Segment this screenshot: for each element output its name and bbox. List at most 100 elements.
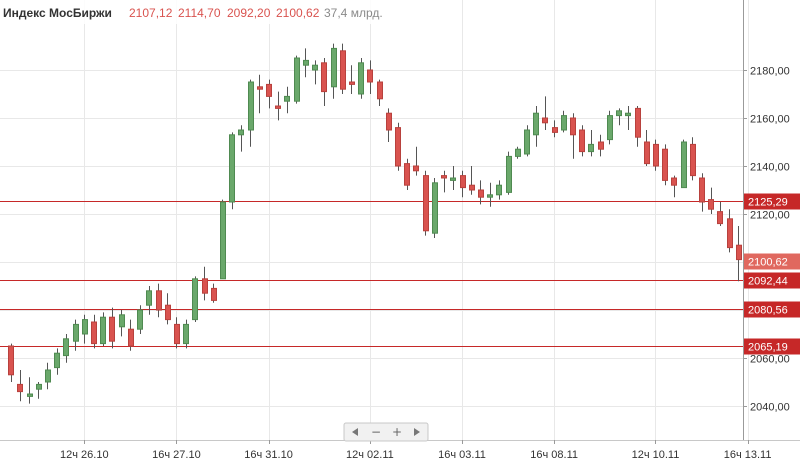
candle-body <box>607 115 613 141</box>
candle-body <box>119 314 125 328</box>
candle-body <box>524 129 530 155</box>
candle-body <box>653 143 659 167</box>
candle-body <box>432 182 438 234</box>
candle <box>598 134 604 157</box>
candle <box>653 139 659 171</box>
candle-body <box>644 141 650 165</box>
candle-body <box>128 328 134 347</box>
candle <box>487 182 493 207</box>
support-level-value: 2125,29 <box>748 197 788 209</box>
candle-body <box>487 194 493 198</box>
time-tick-label: 12ч 26.10 <box>60 449 109 461</box>
candle <box>708 187 714 214</box>
candle-body <box>460 175 466 189</box>
candle <box>727 209 733 253</box>
candle <box>8 343 14 382</box>
candle <box>469 166 475 195</box>
candle <box>423 170 429 236</box>
arrow-right-icon <box>414 428 420 436</box>
support-level-label: 2125,29 <box>744 193 800 210</box>
candle-body <box>303 59 309 66</box>
last-price-label: 2100,62 <box>744 253 800 270</box>
low-value: 2092,20 <box>227 6 271 20</box>
candle <box>220 199 226 280</box>
candle-body <box>358 62 364 95</box>
time-axis: 12ч 26.10 16ч 27.10 16ч 31.10 12ч 02.11 16ч … <box>0 440 800 461</box>
candles <box>8 43 742 404</box>
candle-body <box>386 112 392 131</box>
price-tick-label: 2060,00 <box>750 354 790 366</box>
candle-body <box>192 278 198 321</box>
candle <box>340 43 346 94</box>
candle-body <box>331 47 337 88</box>
candle-body <box>340 50 346 90</box>
candle <box>552 120 558 138</box>
zoom-in-button[interactable]: + <box>386 423 407 441</box>
candle-body <box>542 117 548 124</box>
candle-body <box>183 323 189 345</box>
last-price-value: 2100,62 <box>748 257 788 269</box>
zoom-out-button[interactable]: − <box>365 423 386 441</box>
price-labels: 2125,29 2092,44 2080,56 2065,19 2100,62 <box>744 193 800 355</box>
candle-body <box>8 345 14 376</box>
candle-body <box>45 369 51 383</box>
candle <box>579 125 585 157</box>
candle <box>54 348 60 375</box>
candle <box>91 314 97 349</box>
high-value: 2114,70 <box>178 6 221 20</box>
candle-body <box>284 95 290 102</box>
open-value: 2107,12 <box>129 6 173 20</box>
support-level-value: 2092,44 <box>748 276 788 288</box>
candle-body <box>202 278 208 294</box>
candle-body <box>690 143 696 177</box>
candle <box>100 312 106 346</box>
candle-body <box>73 323 79 342</box>
candle <box>165 293 171 325</box>
scroll-right-button[interactable] <box>407 423 428 441</box>
candle-body <box>423 175 429 232</box>
minus-icon: − <box>371 425 381 439</box>
candle-body <box>570 117 576 136</box>
candle <box>460 170 466 198</box>
candle <box>119 310 125 337</box>
candle <box>644 130 650 166</box>
candle-body <box>100 316 106 345</box>
candle <box>450 166 456 190</box>
candle-body <box>109 316 115 342</box>
candle-body <box>616 110 622 117</box>
candle <box>303 48 309 78</box>
candle <box>524 125 530 157</box>
candle-body <box>441 175 447 179</box>
candle <box>717 202 723 226</box>
candle-body <box>699 177 705 203</box>
candle-body <box>146 290 152 306</box>
plus-icon: + <box>392 425 402 439</box>
candle <box>671 175 677 198</box>
candle-body <box>257 86 263 90</box>
candle-body <box>91 321 97 345</box>
candle-body <box>588 143 594 153</box>
candle <box>312 60 318 85</box>
support-level-badge <box>744 193 800 210</box>
candle <box>36 382 42 399</box>
price-tick-label: 2120,00 <box>750 210 790 222</box>
candle-body <box>248 81 254 131</box>
candle-body <box>561 115 567 131</box>
candle <box>146 286 152 315</box>
candle <box>192 276 198 322</box>
candle-body <box>478 189 484 198</box>
candle-body <box>717 211 723 225</box>
candle <box>82 314 88 344</box>
candle <box>662 144 668 186</box>
candle-body <box>275 105 281 109</box>
support-level-label: 2092,44 <box>744 272 800 289</box>
candle-body <box>496 184 502 196</box>
last-price-badge <box>744 253 800 270</box>
scroll-left-button[interactable] <box>344 423 365 441</box>
time-tick-label: 16ч 03.11 <box>438 449 486 461</box>
candle-body <box>625 112 631 117</box>
candle <box>349 65 355 94</box>
support-level-badge <box>744 272 800 289</box>
